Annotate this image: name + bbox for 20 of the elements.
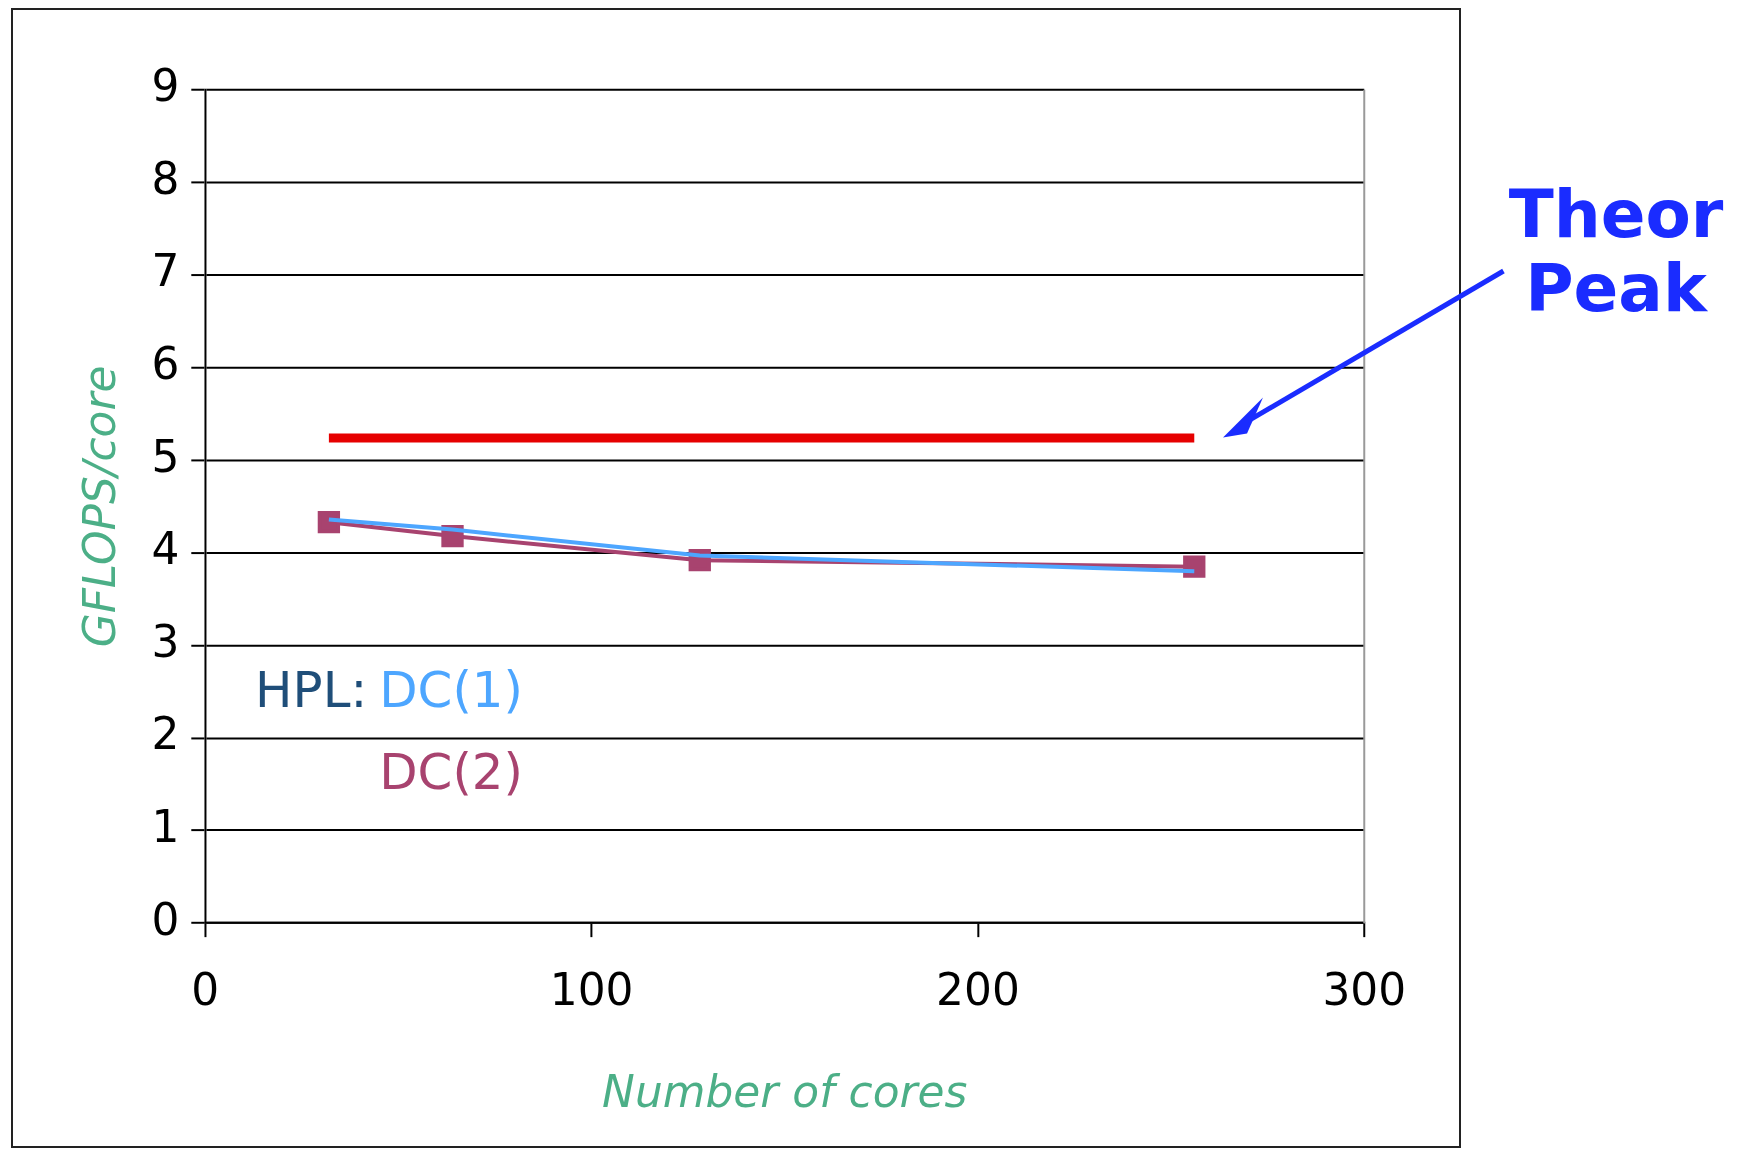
x-axis-title: Number of cores xyxy=(602,1066,968,1118)
y-tick-label: 5 xyxy=(151,430,180,482)
text: DC(2) xyxy=(379,742,524,801)
y-tick-label: 2 xyxy=(151,708,180,760)
x-tick-label: 300 xyxy=(1322,963,1407,1015)
x-tick-label: 100 xyxy=(549,963,634,1015)
y-tick-label: 0 xyxy=(151,893,180,945)
legend-title: HPL: xyxy=(255,660,368,719)
y-tick-label: 7 xyxy=(151,245,180,297)
text: DC(1) xyxy=(379,660,524,719)
y-tick-label: 4 xyxy=(151,523,180,575)
y-tick-label: 8 xyxy=(151,152,180,204)
y-tick-label: 1 xyxy=(151,800,180,852)
y-axis-title: GFLOPS/core xyxy=(73,365,125,648)
y-tick-label: 3 xyxy=(151,615,180,667)
x-tick-label: 0 xyxy=(191,963,220,1015)
y-tick-label: 6 xyxy=(151,337,180,389)
x-tick-label: 200 xyxy=(936,963,1020,1015)
text: Theor Peak xyxy=(1507,176,1725,327)
y-tick-label: 9 xyxy=(151,60,180,112)
